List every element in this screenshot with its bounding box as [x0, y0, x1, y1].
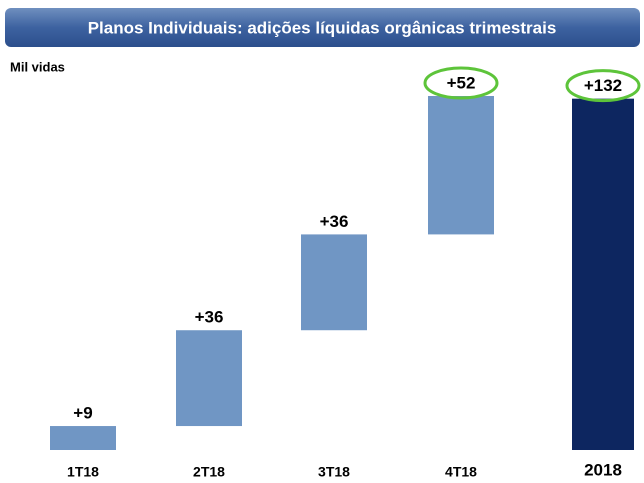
- total-bar: [572, 98, 634, 450]
- value-label: +9: [73, 404, 92, 423]
- bar: [428, 96, 494, 235]
- x-tick-label: 2018: [584, 460, 622, 479]
- x-tick-label: 4T18: [445, 464, 477, 480]
- value-label: +132: [584, 76, 622, 95]
- highlight-ring: [565, 69, 641, 103]
- highlight-ring: [423, 66, 499, 100]
- value-label: +36: [195, 308, 224, 327]
- x-tick-label: 1T18: [67, 464, 99, 480]
- bar: [301, 234, 367, 331]
- value-label: +52: [447, 73, 476, 92]
- chart-title: Planos Individuais: adições líquidas org…: [88, 18, 557, 37]
- chart-subtitle: Mil vidas: [10, 59, 65, 74]
- x-tick-label: 3T18: [318, 464, 350, 480]
- value-label: +36: [320, 212, 349, 231]
- title-bar: [5, 8, 640, 47]
- bar: [50, 426, 116, 450]
- bar: [176, 330, 242, 427]
- x-tick-label: 2T18: [193, 464, 225, 480]
